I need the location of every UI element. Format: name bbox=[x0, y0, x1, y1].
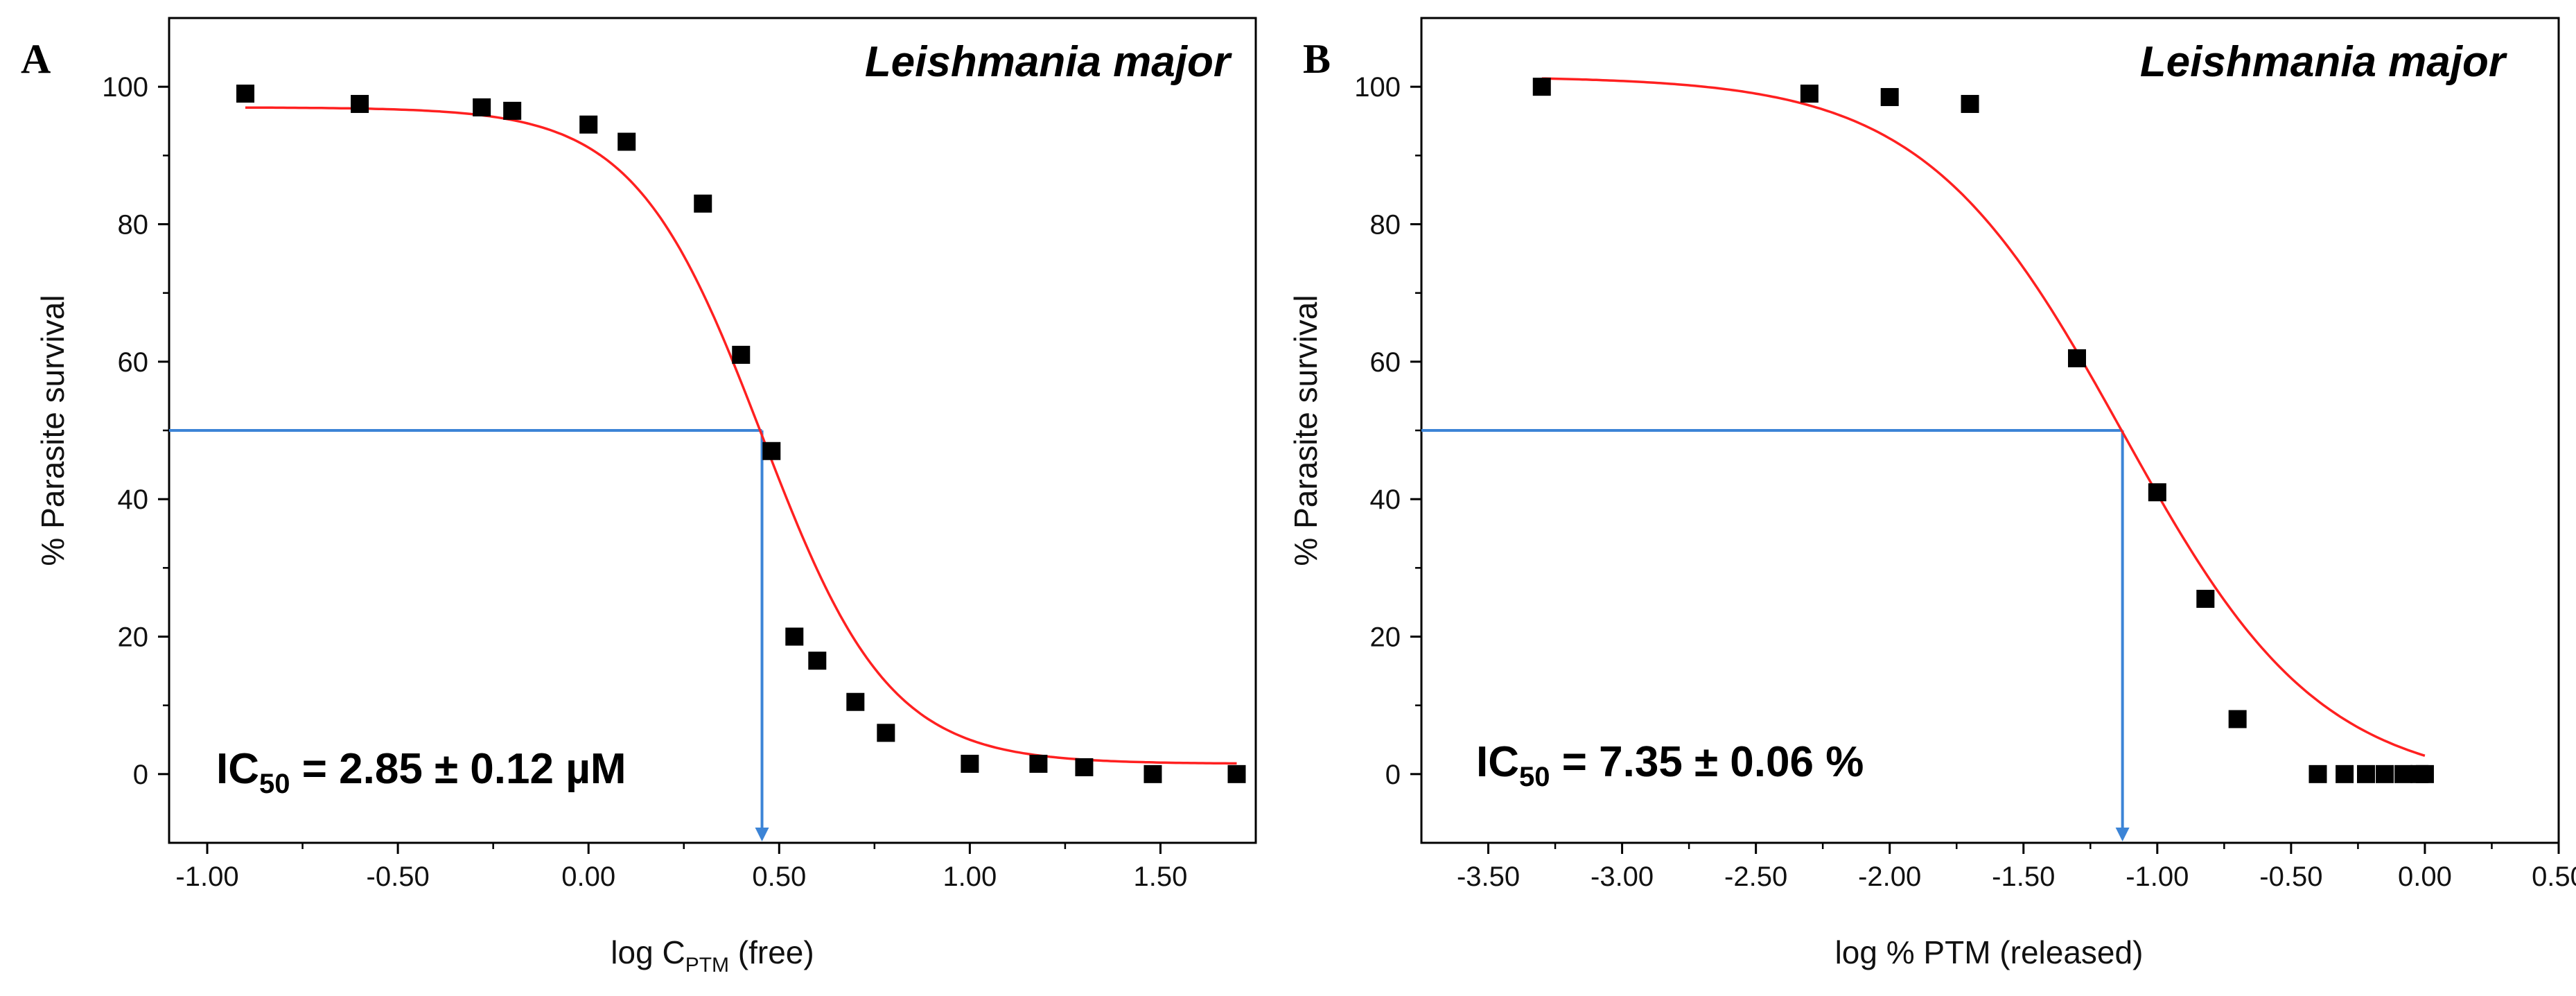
y-tick-label: 80 bbox=[118, 210, 149, 241]
data-point bbox=[785, 627, 804, 646]
y-axis-label: % Parasite survival bbox=[1288, 295, 1324, 566]
x-tick-label: 0.50 bbox=[2532, 862, 2576, 892]
data-point bbox=[2196, 589, 2215, 608]
x-tick-label: -0.50 bbox=[2259, 862, 2322, 892]
data-point bbox=[2336, 765, 2354, 783]
y-tick-label: 80 bbox=[1370, 210, 1401, 241]
ic50-annotation-subscript: 50 bbox=[259, 769, 290, 799]
ic50-annotation: IC50 = 7.35 ± 0.06 % bbox=[1476, 738, 1864, 792]
chart-panel-b: 0 20 40 60 80 100 -3.50 -3.00 -2.50 -2.00 -1.50 -1.… bbox=[1288, 17, 2576, 970]
x-axis-label: log % PTM (released) bbox=[1835, 934, 2144, 970]
data-point bbox=[732, 345, 751, 364]
data-point bbox=[2067, 349, 2086, 367]
data-point bbox=[1144, 765, 1162, 783]
y-tick-label: 40 bbox=[118, 484, 149, 515]
ic50-arrow-head bbox=[2115, 828, 2130, 841]
ic50-annotation-value: = 2.85 ± 0.12 µM bbox=[290, 745, 627, 793]
y-axis-label: % Parasite survival bbox=[35, 295, 71, 566]
panel-label: B bbox=[1303, 36, 1331, 82]
chart-title: Leishmania major bbox=[865, 38, 1232, 86]
y-tick-label: 100 bbox=[1354, 72, 1401, 103]
data-point bbox=[1075, 758, 1094, 776]
x-tick-label: -3.00 bbox=[1591, 862, 1654, 892]
y-tick-label: 0 bbox=[133, 760, 148, 790]
data-point bbox=[877, 724, 895, 742]
data-point bbox=[961, 754, 979, 773]
data-point bbox=[1532, 78, 1551, 96]
data-point bbox=[473, 98, 491, 116]
y-tick-label: 60 bbox=[1370, 347, 1401, 378]
ic50-annotation-prefix: IC bbox=[216, 745, 259, 793]
x-tick-label: -3.50 bbox=[1457, 862, 1520, 892]
x-tick-label: -2.00 bbox=[1858, 862, 1921, 892]
data-point bbox=[2228, 710, 2247, 728]
x-tick-label: -1.00 bbox=[175, 862, 238, 892]
ic50-annotation-subscript: 50 bbox=[1519, 762, 1550, 792]
x-axis-label-main: log % PTM (released) bbox=[1835, 934, 2144, 970]
ic50-annotation-prefix: IC bbox=[1476, 738, 1519, 786]
x-tick-label: 1.50 bbox=[1134, 862, 1188, 892]
x-axis-label-main: log C bbox=[611, 934, 685, 970]
x-tick-label: 0.00 bbox=[561, 862, 615, 892]
data-point bbox=[846, 692, 865, 711]
data-point bbox=[2415, 765, 2434, 783]
data-point bbox=[2148, 483, 2166, 502]
data-point bbox=[1961, 94, 1979, 113]
x-tick-label: -1.00 bbox=[2126, 862, 2189, 892]
x-axis-label-subscript: PTM bbox=[685, 954, 729, 977]
y-tick-label: 0 bbox=[1385, 760, 1401, 790]
chart-panel-a: 0 20 40 60 80 100 -1.00 -0.50 0.00 0.50 1.00 1.50 A L… bbox=[21, 17, 1257, 977]
data-point bbox=[2356, 765, 2375, 783]
x-tick-label: -1.50 bbox=[1992, 862, 2055, 892]
data-point bbox=[236, 85, 255, 103]
ic50-arrow-head bbox=[755, 828, 769, 841]
y-tick-label: 60 bbox=[118, 347, 149, 378]
fit-curve bbox=[1541, 77, 2426, 757]
ic50-annotation: IC50 = 2.85 ± 0.12 µM bbox=[216, 745, 627, 799]
y-tick-label: 40 bbox=[1370, 484, 1401, 515]
data-point bbox=[1880, 88, 1899, 107]
x-axis-label: log CPTM (free) bbox=[611, 934, 814, 977]
x-tick-label: 0.50 bbox=[752, 862, 806, 892]
x-axis-label-tail: (free) bbox=[729, 934, 814, 970]
ic50-annotation-value: = 7.35 ± 0.06 % bbox=[1550, 738, 1864, 786]
data-point bbox=[617, 132, 636, 151]
fit-curve bbox=[245, 106, 1237, 765]
data-point bbox=[351, 94, 369, 113]
data-point bbox=[2308, 765, 2327, 783]
data-point bbox=[2394, 765, 2413, 783]
y-tick-label: 20 bbox=[1370, 622, 1401, 653]
data-point bbox=[694, 194, 712, 213]
y-tick-label: 20 bbox=[118, 622, 149, 653]
x-tick-label: -0.50 bbox=[367, 862, 430, 892]
x-tick-label: 0.00 bbox=[2398, 862, 2452, 892]
x-tick-label: -2.50 bbox=[1724, 862, 1787, 892]
data-point bbox=[579, 115, 598, 134]
x-tick-label: 1.00 bbox=[943, 862, 997, 892]
data-point bbox=[808, 652, 827, 670]
data-point bbox=[1800, 85, 1819, 103]
data-point bbox=[1029, 754, 1048, 773]
data-point bbox=[503, 101, 522, 120]
data-point bbox=[762, 442, 781, 460]
panel-label: A bbox=[21, 36, 51, 82]
chart-title: Leishmania major bbox=[2140, 38, 2507, 86]
data-point bbox=[1227, 765, 1246, 783]
data-point bbox=[2376, 765, 2394, 783]
y-tick-label: 100 bbox=[102, 72, 148, 103]
